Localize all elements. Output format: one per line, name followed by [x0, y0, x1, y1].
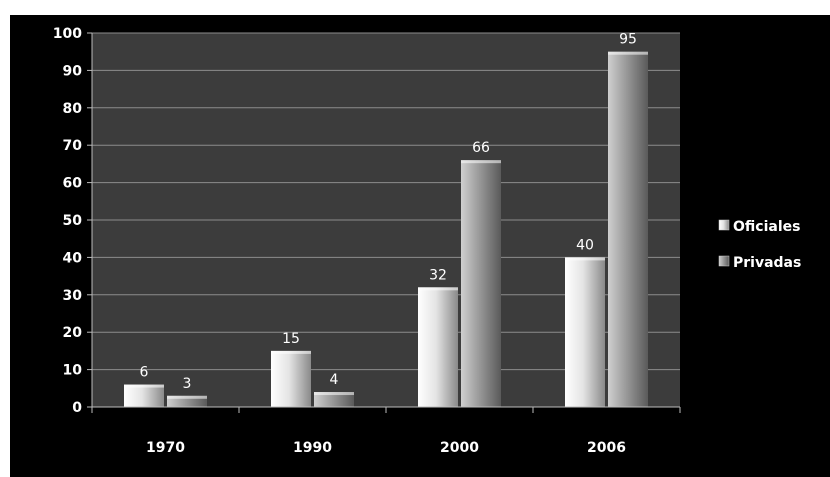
legend-swatch-privadas: [718, 255, 730, 267]
y-tick-label: 0: [72, 400, 82, 416]
y-tick-label: 10: [63, 363, 83, 379]
legend: Oficiales Privadas: [718, 219, 801, 271]
x-tick-label: 2000: [440, 440, 479, 456]
y-tick-label: 80: [63, 101, 83, 117]
data-label: 32: [429, 267, 447, 283]
bar-privadas-2000: [461, 160, 501, 407]
y-tick-label: 90: [63, 63, 83, 79]
data-label: 4: [330, 372, 339, 388]
y-tick-label: 60: [63, 176, 83, 192]
bar-oficiales-2000: [418, 287, 458, 407]
y-tick-label: 70: [63, 138, 83, 154]
bar-top-highlight: [124, 384, 164, 388]
y-tick-label: 30: [63, 288, 83, 304]
bar-chart: 0 10 20 30 40 50 60 70 80 90 100 1970 1990 2000 2006 6…: [53, 26, 802, 456]
bar-top-highlight: [565, 257, 605, 261]
chart-frame: 0 10 20 30 40 50 60 70 80 90 100 1970 1990 2000 2006 6…: [10, 15, 830, 477]
data-label: 6: [140, 365, 149, 381]
bar-top-highlight: [461, 160, 501, 164]
legend-label-privadas: Privadas: [733, 255, 801, 271]
data-label: 40: [576, 237, 594, 253]
bar-top-highlight: [608, 51, 648, 55]
bar-top-highlight: [167, 395, 207, 399]
data-label: 95: [619, 32, 637, 48]
data-label: 66: [472, 140, 490, 156]
y-tick-label: 50: [63, 213, 83, 229]
x-tick-label: 1990: [293, 440, 332, 456]
legend-label-oficiales: Oficiales: [733, 219, 800, 235]
bar-privadas-1990: [314, 392, 354, 407]
axes: 0 10 20 30 40 50 60 70 80 90 100 1970 1990 2000 2006: [53, 26, 681, 456]
bar-oficiales-1970: [124, 384, 164, 407]
bars: [124, 51, 648, 407]
x-tick-label: 1970: [146, 440, 185, 456]
y-tick-label: 40: [63, 250, 83, 266]
bar-top-highlight: [418, 287, 458, 291]
data-label: 15: [282, 331, 300, 347]
bar-oficiales-1990: [271, 350, 311, 407]
data-labels: 6 3 15 4 32 66 40 95: [140, 32, 637, 392]
bar-oficiales-2006: [565, 257, 605, 407]
bar-privadas-1970: [167, 395, 207, 407]
gridlines: [92, 32, 680, 371]
bar-privadas-2006: [608, 51, 648, 407]
data-label: 3: [183, 376, 192, 392]
legend-swatch-oficiales: [718, 219, 730, 231]
bar-top-highlight: [271, 350, 311, 354]
x-tick-label: 2006: [587, 440, 626, 456]
bar-top-highlight: [314, 392, 354, 396]
y-tick-label: 100: [53, 26, 82, 42]
y-tick-label: 20: [63, 325, 83, 341]
